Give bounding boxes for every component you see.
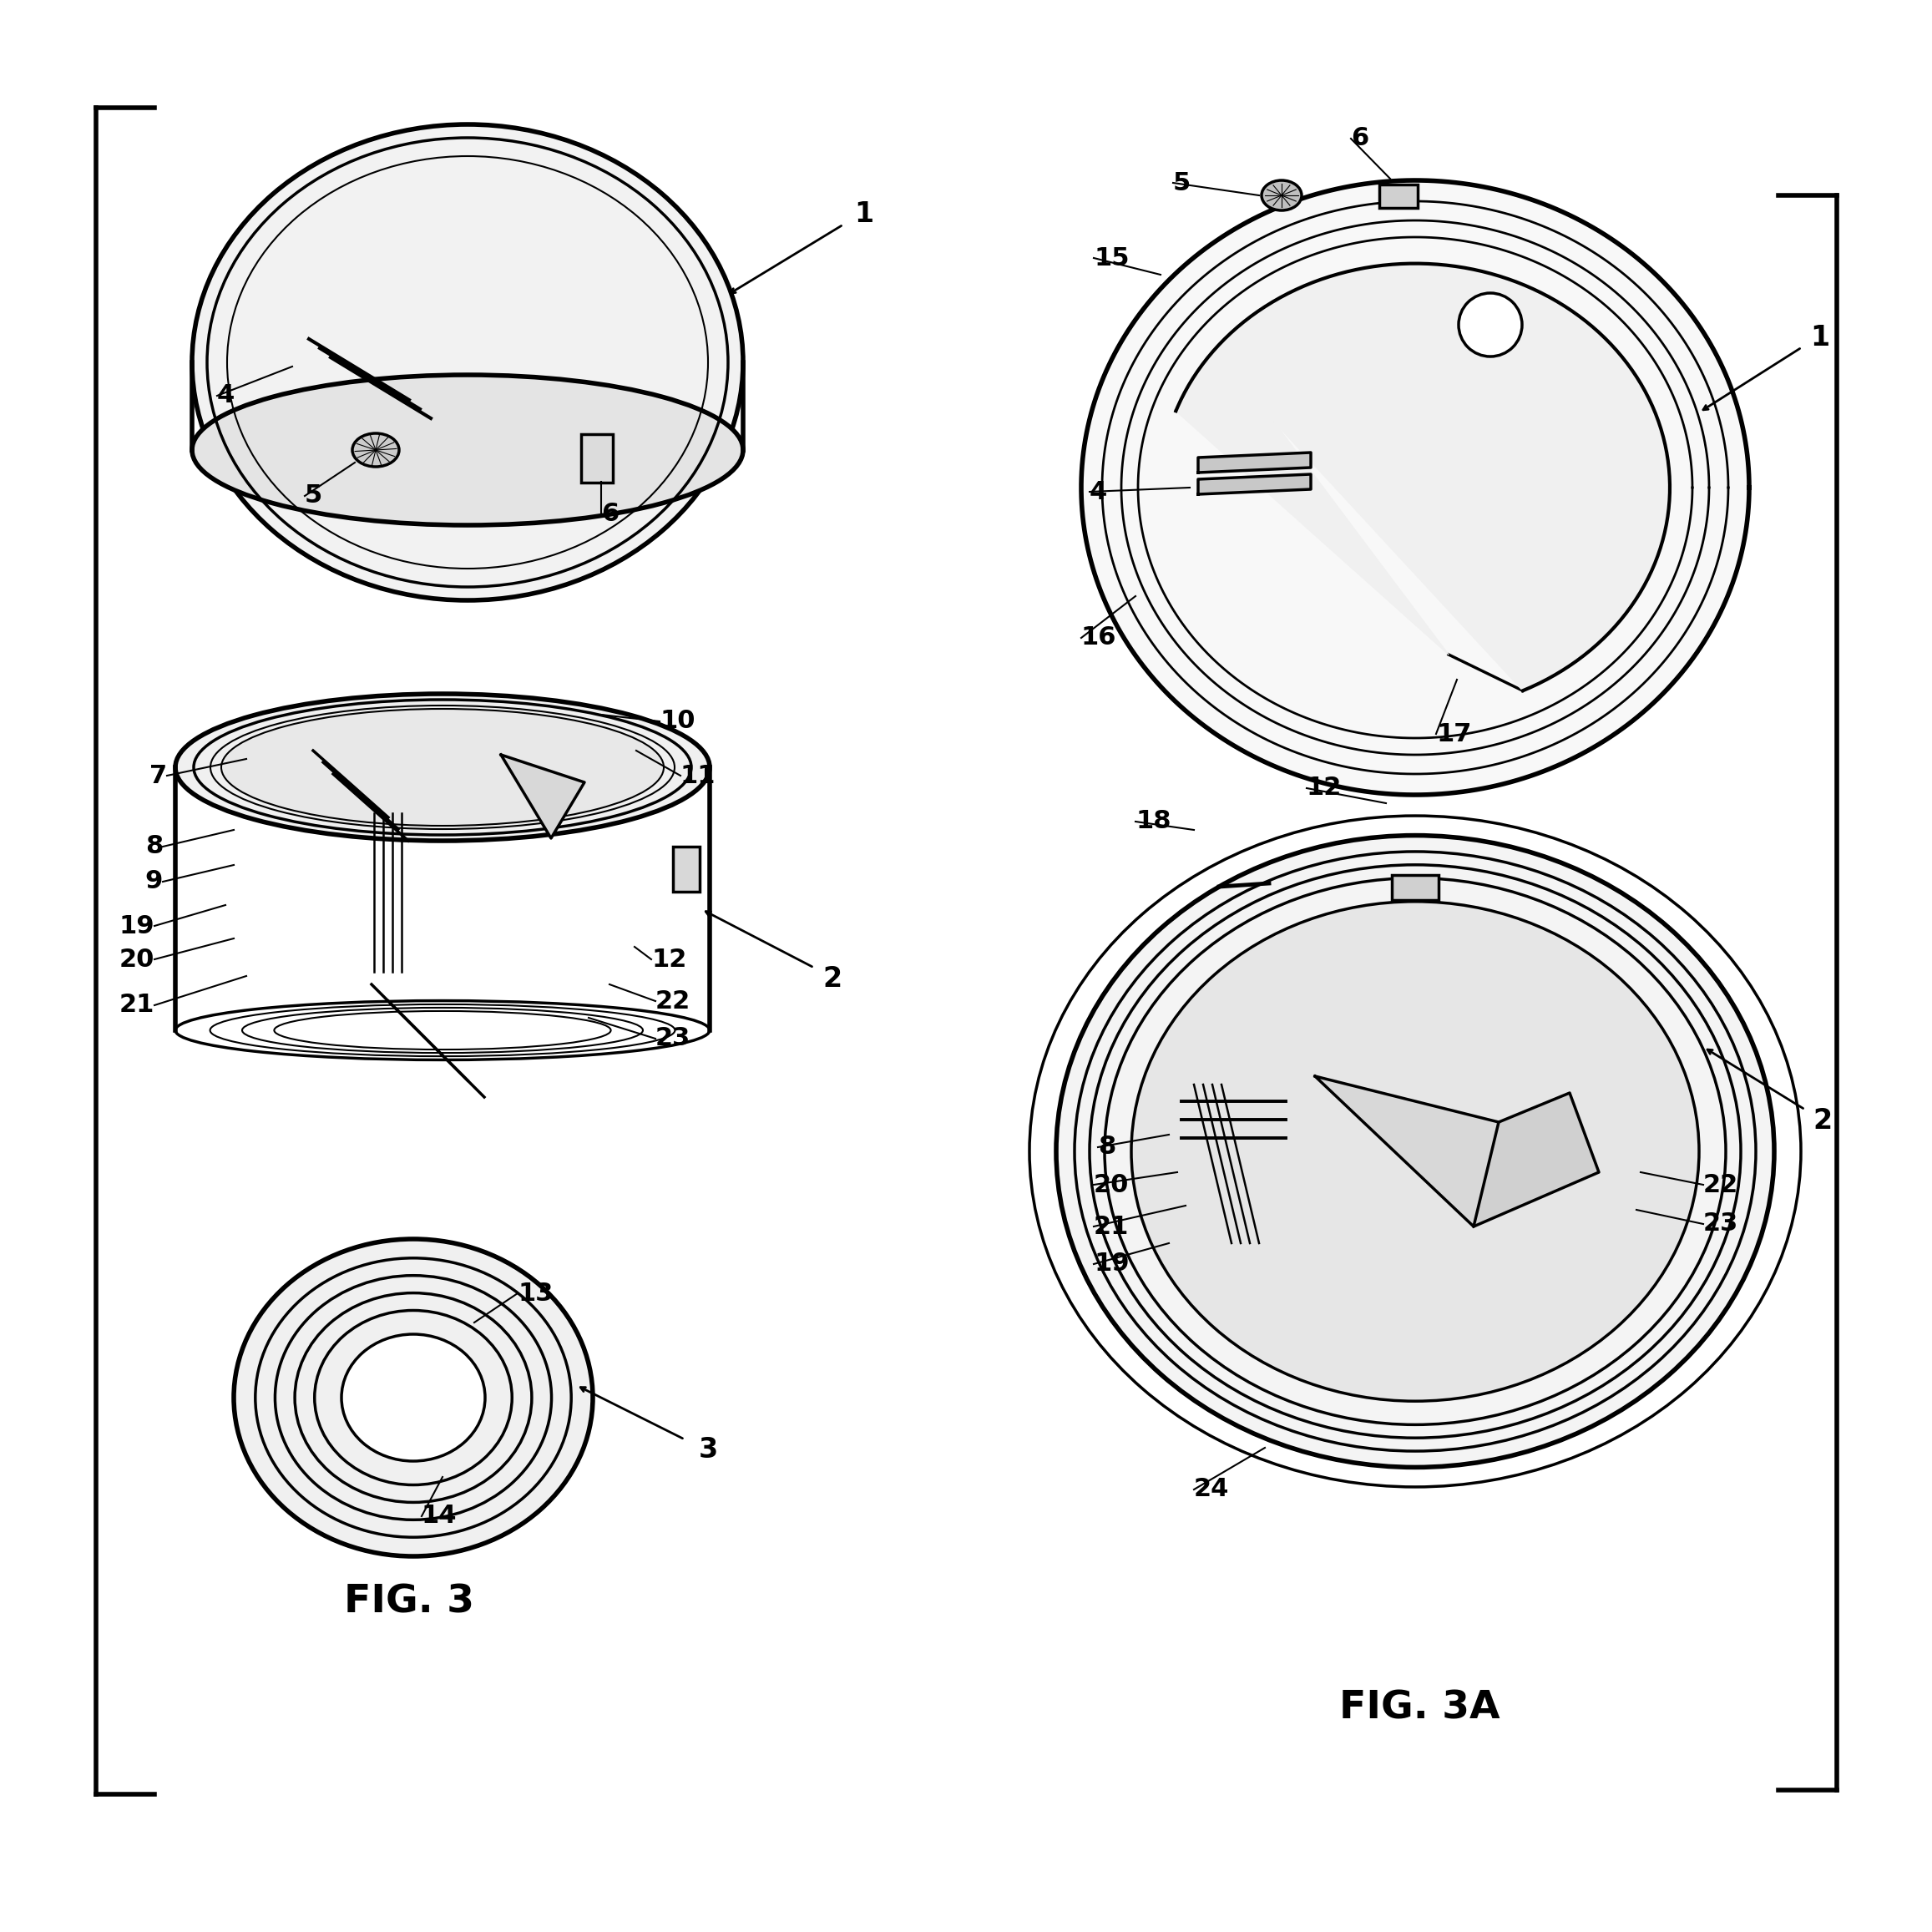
Text: 23: 23 xyxy=(655,1026,690,1051)
Text: 19: 19 xyxy=(120,914,155,939)
FancyBboxPatch shape xyxy=(1391,875,1439,900)
Text: 10: 10 xyxy=(659,709,696,734)
Polygon shape xyxy=(1474,1094,1600,1227)
Text: 12: 12 xyxy=(1306,777,1343,800)
Ellipse shape xyxy=(176,694,709,840)
Text: 17: 17 xyxy=(1435,723,1472,746)
Ellipse shape xyxy=(191,124,744,601)
Ellipse shape xyxy=(1132,902,1698,1401)
Text: 15: 15 xyxy=(1094,245,1128,270)
Text: 5: 5 xyxy=(1173,170,1190,195)
Text: 21: 21 xyxy=(120,993,155,1018)
Text: 21: 21 xyxy=(1094,1215,1128,1238)
Ellipse shape xyxy=(222,709,665,825)
Text: 22: 22 xyxy=(655,989,690,1012)
Ellipse shape xyxy=(352,433,400,468)
Polygon shape xyxy=(1198,473,1310,495)
Text: 16: 16 xyxy=(1082,626,1117,649)
Ellipse shape xyxy=(1057,835,1774,1466)
Ellipse shape xyxy=(1262,180,1302,211)
Text: 18: 18 xyxy=(1136,810,1171,835)
Text: 4: 4 xyxy=(1090,479,1107,504)
Ellipse shape xyxy=(234,1238,593,1557)
Text: 1: 1 xyxy=(1810,323,1830,352)
Ellipse shape xyxy=(342,1335,485,1461)
Text: 3: 3 xyxy=(697,1435,717,1463)
Text: 14: 14 xyxy=(421,1505,458,1528)
Text: 20: 20 xyxy=(120,947,155,972)
Circle shape xyxy=(1459,294,1522,357)
Text: 6: 6 xyxy=(601,502,618,526)
Text: FIG. 3A: FIG. 3A xyxy=(1339,1689,1499,1727)
Text: 11: 11 xyxy=(680,763,717,788)
Text: 4: 4 xyxy=(216,384,236,408)
FancyBboxPatch shape xyxy=(1379,185,1418,209)
Text: 5: 5 xyxy=(305,483,323,508)
Polygon shape xyxy=(1177,263,1669,690)
Polygon shape xyxy=(500,755,585,838)
FancyBboxPatch shape xyxy=(672,846,699,893)
Ellipse shape xyxy=(191,375,744,526)
Text: 8: 8 xyxy=(1097,1136,1115,1159)
Text: 7: 7 xyxy=(149,763,166,788)
Text: 20: 20 xyxy=(1094,1173,1128,1196)
Text: 13: 13 xyxy=(518,1281,553,1306)
Polygon shape xyxy=(1316,1076,1499,1227)
Text: 23: 23 xyxy=(1704,1211,1739,1236)
Polygon shape xyxy=(1082,180,1748,794)
Text: FIG. 3: FIG. 3 xyxy=(344,1584,473,1621)
Text: 9: 9 xyxy=(145,869,162,895)
Text: 6: 6 xyxy=(1350,126,1368,151)
Text: 2: 2 xyxy=(1812,1107,1832,1134)
Text: 8: 8 xyxy=(145,835,162,858)
Text: 1: 1 xyxy=(854,201,873,228)
Text: 2: 2 xyxy=(823,964,842,993)
Text: 24: 24 xyxy=(1194,1478,1229,1501)
Text: 22: 22 xyxy=(1704,1173,1739,1196)
Text: 19: 19 xyxy=(1094,1252,1130,1277)
Polygon shape xyxy=(1198,452,1310,473)
FancyBboxPatch shape xyxy=(582,435,612,483)
Text: 12: 12 xyxy=(651,947,686,972)
